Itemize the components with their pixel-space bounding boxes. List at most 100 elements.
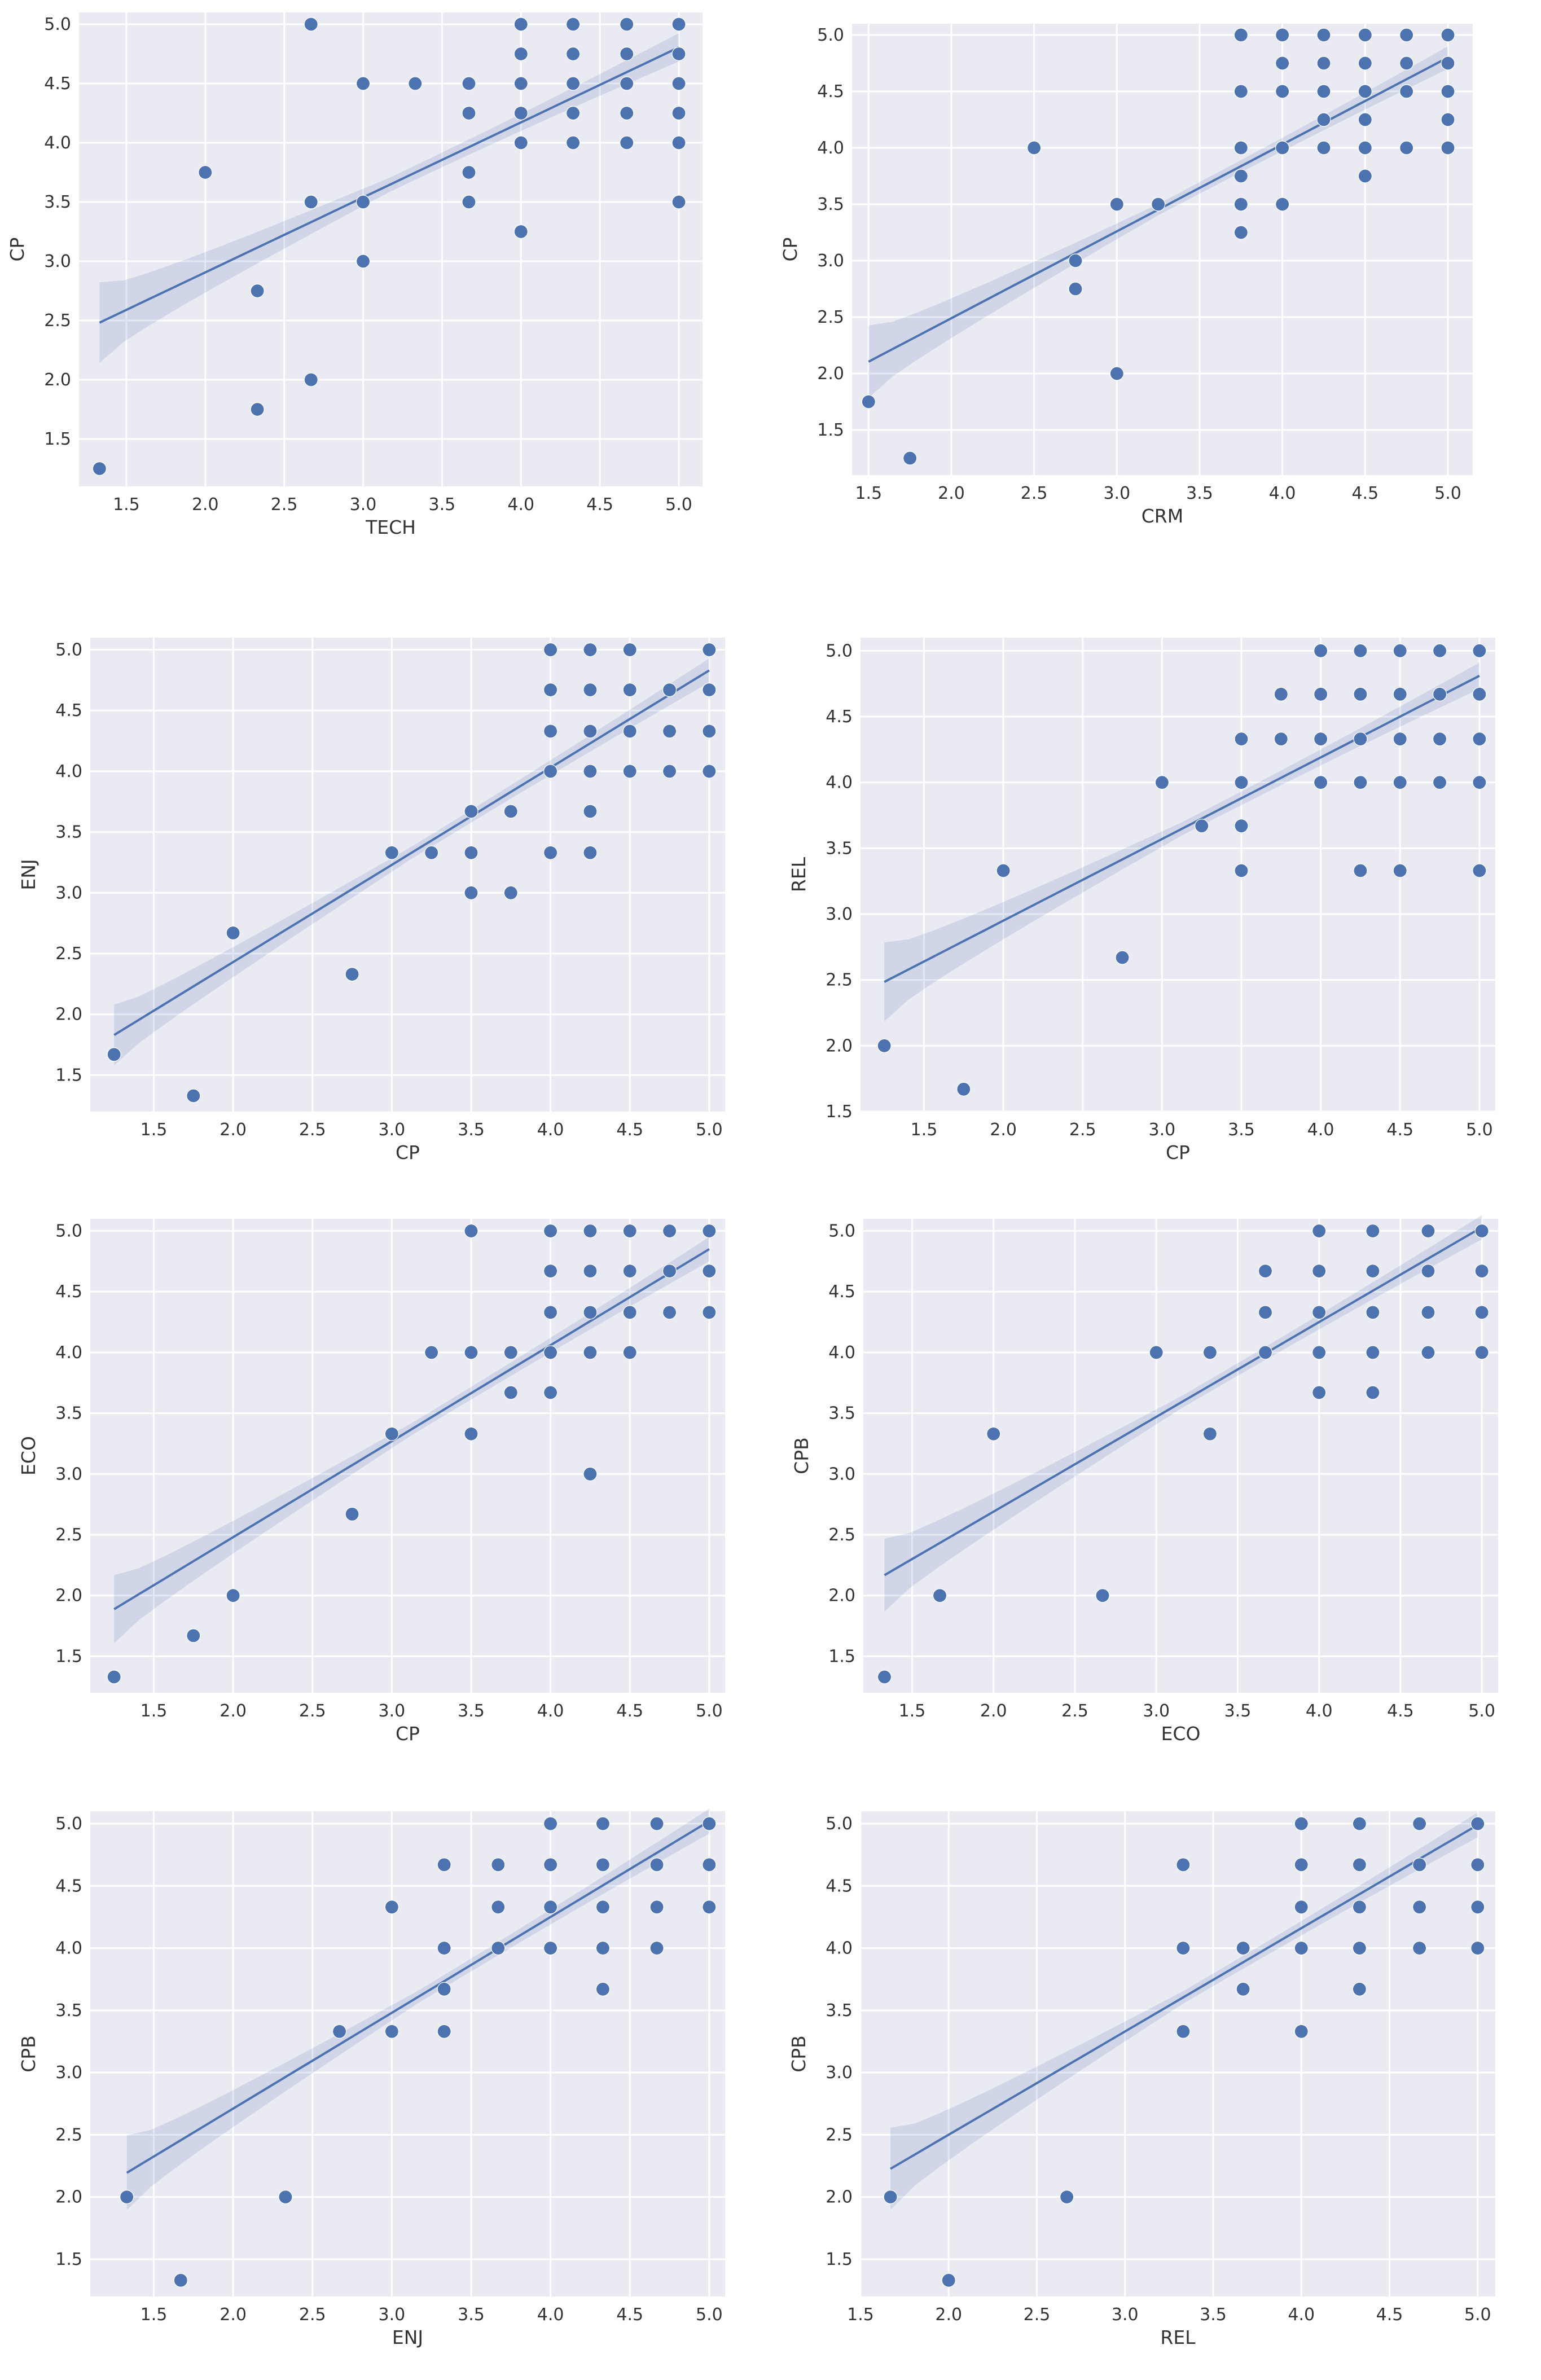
y-tick-label: 5.0 (826, 1814, 853, 1834)
data-point (345, 1507, 359, 1521)
data-point (702, 1816, 717, 1831)
x-tick-label: 4.5 (616, 1701, 643, 1721)
data-point (1149, 1345, 1164, 1360)
y-tick-label: 2.5 (826, 2125, 853, 2145)
y-tick-label: 2.0 (826, 2188, 853, 2207)
x-tick-label: 3.0 (379, 2305, 406, 2325)
data-point (226, 925, 240, 940)
data-point (1233, 197, 1248, 212)
x-tick-label: 2.0 (938, 484, 965, 503)
y-tick-label: 5.0 (828, 1222, 855, 1241)
x-tick-label: 1.5 (141, 1120, 168, 1140)
x-axis-label: TECH (365, 516, 416, 538)
data-point (1421, 1305, 1435, 1320)
data-point (1275, 197, 1290, 212)
x-tick-label: 4.5 (1386, 1120, 1413, 1140)
data-point (543, 1816, 558, 1831)
x-tick-label: 3.0 (1143, 1701, 1170, 1721)
data-point (583, 642, 598, 657)
data-point (1316, 112, 1331, 127)
data-point (1314, 643, 1328, 658)
data-point (956, 1082, 971, 1096)
data-point (671, 46, 686, 62)
data-point (1202, 1345, 1218, 1360)
data-point (355, 195, 371, 209)
data-point (1233, 84, 1248, 99)
x-tick-label: 1.5 (855, 484, 882, 503)
y-tick-label: 2.0 (826, 1036, 853, 1056)
x-tick-label: 2.0 (219, 2305, 247, 2325)
y-tick-label: 2.5 (44, 311, 71, 331)
data-point (595, 1940, 611, 1956)
y-tick-label: 5.0 (817, 25, 844, 45)
data-point (384, 845, 399, 860)
data-point (543, 1264, 558, 1279)
data-point (1353, 775, 1368, 790)
data-point (1176, 2024, 1191, 2039)
data-point (595, 1858, 611, 1872)
y-axis-label: CPB (791, 1437, 813, 1474)
data-point (384, 2024, 399, 2039)
x-tick-label: 2.5 (299, 1701, 326, 1721)
data-point (903, 451, 917, 466)
y-tick-label: 3.5 (44, 192, 71, 212)
x-tick-label: 3.5 (429, 495, 456, 515)
data-point (671, 135, 686, 150)
x-tick-label: 4.0 (537, 2305, 564, 2325)
data-point (1275, 56, 1290, 71)
data-point (1234, 732, 1249, 747)
data-point (1421, 1223, 1435, 1239)
regression-line (126, 1820, 710, 2174)
data-point (1316, 84, 1331, 99)
data-point (1095, 1588, 1110, 1603)
data-point (583, 804, 598, 819)
data-point (543, 724, 558, 739)
data-point (1358, 84, 1372, 99)
data-point (583, 1223, 598, 1239)
y-tick-label: 3.0 (817, 251, 844, 271)
data-point (1399, 140, 1414, 155)
data-point (622, 683, 637, 697)
plot-area (90, 638, 725, 1112)
x-tick-label: 4.5 (586, 495, 613, 515)
x-tick-label: 2.0 (935, 2305, 962, 2325)
y-axis-label: ENJ (17, 859, 39, 890)
y-tick-label: 5.0 (44, 15, 71, 34)
data-point (543, 642, 558, 657)
data-point (861, 394, 876, 409)
y-tick-label: 4.0 (55, 762, 82, 781)
x-tick-label: 2.5 (271, 495, 298, 515)
data-point (583, 1305, 598, 1320)
data-point (1352, 1900, 1367, 1914)
data-point (1258, 1264, 1273, 1279)
data-point (464, 1223, 478, 1239)
y-tick-label: 4.0 (55, 1939, 82, 1959)
data-point (620, 106, 634, 121)
y-tick-label: 3.0 (828, 1464, 855, 1484)
data-point (1474, 1223, 1489, 1239)
data-point (1358, 112, 1372, 127)
data-point (543, 1345, 558, 1360)
y-tick-label: 3.0 (826, 904, 853, 924)
data-point (1441, 56, 1455, 71)
data-point (1316, 56, 1331, 71)
data-point (543, 1858, 558, 1872)
data-point (877, 1038, 892, 1053)
data-point (464, 1345, 478, 1360)
data-point (1393, 643, 1407, 658)
data-point (1358, 28, 1372, 42)
x-tick-label: 5.0 (1464, 2305, 1491, 2325)
data-point (622, 1305, 637, 1320)
data-point (543, 1900, 558, 1914)
y-tick-label: 3.0 (55, 2063, 82, 2083)
data-point (1294, 1900, 1309, 1914)
y-tick-label: 3.5 (826, 838, 853, 858)
data-point (513, 106, 528, 121)
data-point (1353, 732, 1368, 747)
data-point (671, 17, 686, 32)
y-tick-label: 1.5 (826, 2250, 853, 2269)
y-tick-label: 3.5 (828, 1404, 855, 1424)
data-point (649, 1858, 664, 1872)
y-tick-label: 3.0 (55, 883, 82, 903)
y-tick-label: 2.0 (828, 1586, 855, 1606)
